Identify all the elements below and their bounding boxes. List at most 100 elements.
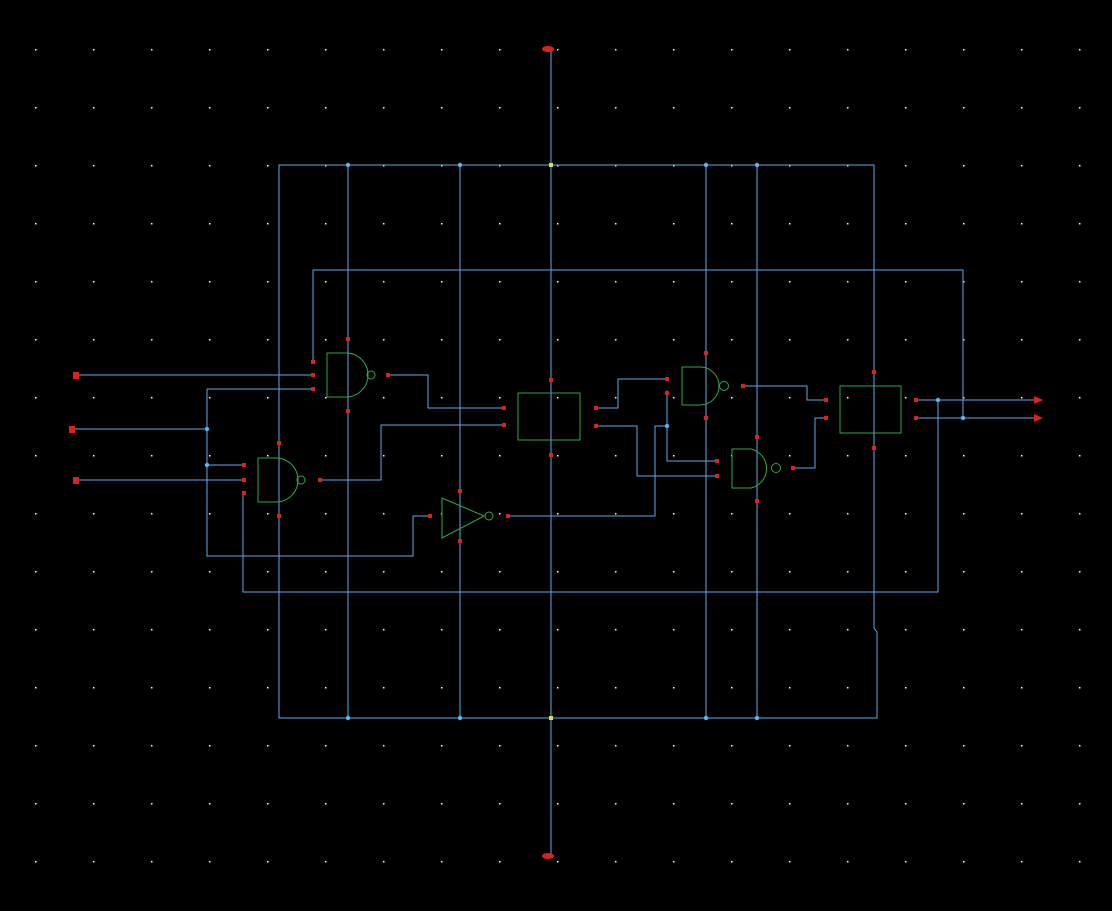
- terminal-vdd[interactable]: [542, 46, 554, 52]
- gate-pin[interactable]: [318, 478, 322, 482]
- gate-pin[interactable]: [914, 398, 918, 402]
- grid-dot: [847, 223, 849, 225]
- grid-dot: [731, 49, 733, 51]
- block-2[interactable]: [839, 385, 902, 434]
- grid-dot: [441, 223, 443, 225]
- grid-dot: [557, 455, 559, 457]
- nand-gate-3[interactable]: [681, 366, 729, 406]
- grid-dot: [93, 339, 95, 341]
- gate-pin[interactable]: [242, 478, 246, 482]
- gate-pin[interactable]: [502, 406, 506, 410]
- gate-pin[interactable]: [311, 360, 315, 364]
- nand-gate-1[interactable]: [326, 352, 376, 398]
- terminal-input-b[interactable]: [69, 426, 75, 433]
- gate-pin[interactable]: [914, 416, 918, 420]
- gate-pin[interactable]: [594, 424, 598, 428]
- gate-pin[interactable]: [704, 416, 708, 420]
- grid-dot: [499, 745, 501, 747]
- terminal-input-c[interactable]: [73, 477, 79, 484]
- gate-pin[interactable]: [311, 387, 315, 391]
- gate-pin[interactable]: [311, 373, 315, 377]
- nand-gate-2[interactable]: [257, 457, 306, 503]
- gate-pin[interactable]: [741, 384, 745, 388]
- wire-nand2-out: [320, 424, 504, 481]
- grid-dot: [325, 455, 327, 457]
- gate-pin[interactable]: [715, 474, 719, 478]
- gate-pin[interactable]: [755, 499, 759, 503]
- grid-dot: [267, 861, 269, 863]
- grid-dot: [1079, 107, 1081, 109]
- grid-dot: [441, 745, 443, 747]
- gate-pin[interactable]: [824, 416, 828, 420]
- gate-pin[interactable]: [458, 539, 462, 543]
- wire-junction: [204, 462, 210, 468]
- wire-nand3-out: [743, 385, 826, 401]
- grid-dot: [1079, 629, 1081, 631]
- gate-pin[interactable]: [386, 373, 390, 377]
- grid-dot: [151, 687, 153, 689]
- grid-dot: [731, 339, 733, 341]
- gate-pin[interactable]: [502, 423, 506, 427]
- grid-dot: [151, 455, 153, 457]
- grid-dot: [383, 107, 385, 109]
- grid-dot: [615, 803, 617, 805]
- grid-dot: [499, 861, 501, 863]
- grid-dot: [93, 107, 95, 109]
- grid-dot: [673, 687, 675, 689]
- grid-dot: [1021, 49, 1023, 51]
- grid-dot: [731, 687, 733, 689]
- gate-pin[interactable]: [346, 337, 350, 341]
- gate-pin[interactable]: [594, 406, 598, 410]
- inverter-gate[interactable]: [441, 497, 494, 539]
- gate-pin[interactable]: [872, 370, 876, 374]
- gate-pin[interactable]: [715, 459, 719, 463]
- grid-dot: [1021, 165, 1023, 167]
- grid-dot: [93, 571, 95, 573]
- grid-dot: [847, 803, 849, 805]
- gate-pin[interactable]: [458, 489, 462, 493]
- grid-dot: [209, 513, 211, 515]
- wire-junction: [457, 715, 463, 721]
- grid-dot: [789, 49, 791, 51]
- nand-gate-4[interactable]: [731, 448, 781, 489]
- gate-pin[interactable]: [824, 398, 828, 402]
- gate-pin[interactable]: [755, 435, 759, 439]
- grid-dot: [905, 281, 907, 283]
- grid-dot: [93, 165, 95, 167]
- gate-pin[interactable]: [704, 351, 708, 355]
- block-1[interactable]: [517, 392, 581, 441]
- terminal-output-q[interactable]: [1034, 396, 1043, 404]
- terminal-gnd[interactable]: [542, 853, 554, 859]
- grid-dot: [557, 49, 559, 51]
- grid-dot: [499, 107, 501, 109]
- grid-dot: [847, 339, 849, 341]
- gate-pin[interactable]: [665, 391, 669, 395]
- grid-dot: [499, 513, 501, 515]
- terminal-output-qbar[interactable]: [1034, 414, 1043, 422]
- grid-dot: [35, 397, 37, 399]
- terminal-input-a[interactable]: [73, 372, 79, 379]
- grid-dot: [325, 281, 327, 283]
- gate-pin[interactable]: [791, 466, 795, 470]
- gate-pin[interactable]: [506, 514, 510, 518]
- grid-dot: [441, 861, 443, 863]
- grid-dot: [267, 513, 269, 515]
- grid-dot: [325, 49, 327, 51]
- gate-pin[interactable]: [242, 463, 246, 467]
- gate-pin[interactable]: [242, 491, 246, 495]
- gate-pin[interactable]: [549, 378, 553, 382]
- grid-dot: [1079, 687, 1081, 689]
- grid-dot: [731, 803, 733, 805]
- gate-pin[interactable]: [665, 377, 669, 381]
- gate-pin[interactable]: [428, 514, 432, 518]
- grid-dot: [615, 107, 617, 109]
- gate-pin[interactable]: [346, 409, 350, 413]
- grid-dot: [673, 513, 675, 515]
- gate-pin[interactable]: [277, 514, 281, 518]
- grid-dot: [673, 339, 675, 341]
- gate-pin[interactable]: [277, 441, 281, 445]
- gate-pin[interactable]: [549, 453, 553, 457]
- gate-pin[interactable]: [872, 446, 876, 450]
